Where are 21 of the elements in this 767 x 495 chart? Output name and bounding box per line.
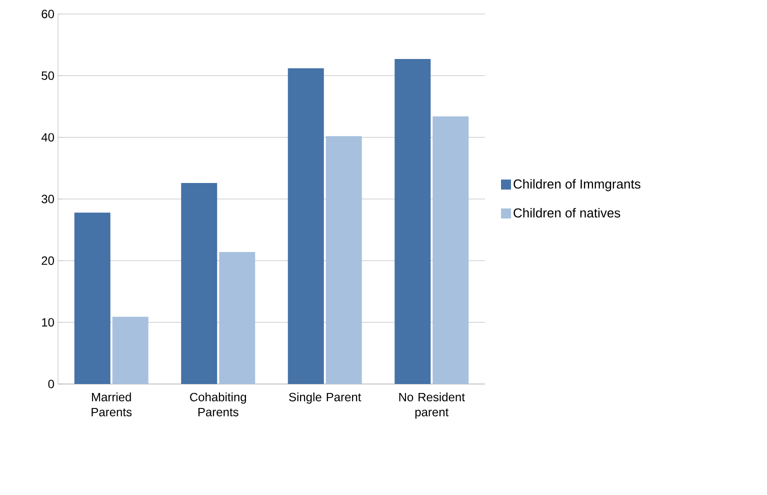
bar (288, 68, 324, 384)
y-tick-label: 10 (42, 318, 54, 327)
bar (326, 136, 362, 384)
y-tick-label: 20 (42, 256, 54, 265)
bar (219, 252, 256, 384)
bar (112, 316, 148, 384)
bar (432, 116, 469, 384)
legend-label: Children of Immgrants (514, 179, 640, 192)
x-tick-label: Cohabiting Parents (190, 392, 246, 416)
x-tick-label: Married Parents (92, 392, 132, 416)
bar (74, 212, 110, 384)
legend-label: Children of natives (514, 208, 620, 218)
bar (181, 182, 218, 384)
y-tick-label: 0 (48, 380, 54, 388)
y-tick-label: 60 (42, 10, 54, 18)
x-tick-label: Single Parent (289, 392, 362, 404)
x-tick-label: No Resident parent (399, 392, 465, 419)
y-tick-label: 50 (42, 71, 54, 80)
y-tick-label: 40 (41, 133, 54, 142)
bar (394, 59, 431, 384)
y-tick-label: 30 (42, 194, 54, 204)
